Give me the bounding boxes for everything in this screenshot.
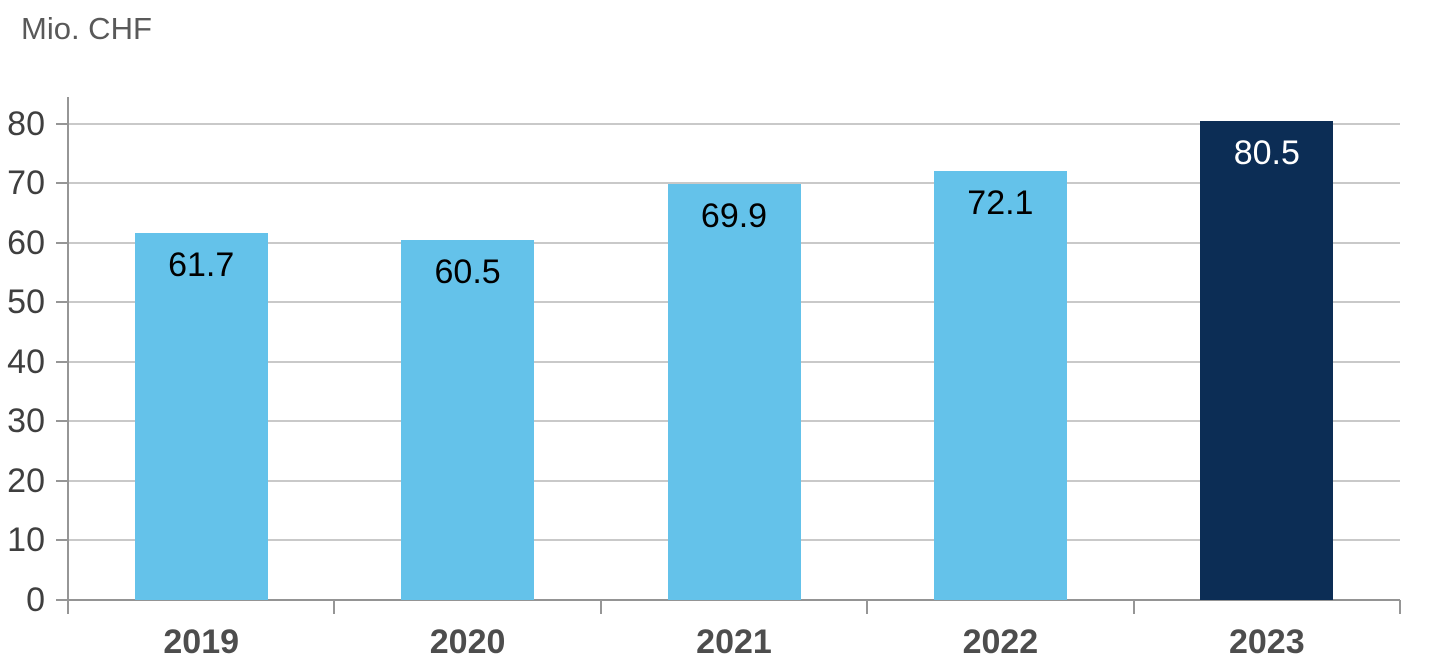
y-axis-tick-label-20: 20	[7, 461, 45, 500]
y-tick-mark-80	[56, 122, 68, 125]
y-tick-mark-60	[56, 241, 68, 244]
bar-2022: 72.1	[933, 170, 1067, 600]
bar-2021: 69.9	[667, 183, 801, 600]
x-axis-label-2019: 2019	[163, 623, 240, 661]
y-axis-line	[67, 97, 69, 614]
bar-value-label-2022: 72.1	[967, 183, 1034, 222]
bar-value-label-2021: 69.9	[700, 196, 768, 235]
y-axis-tick-label-50: 50	[7, 283, 45, 322]
x-tick-mark-0	[67, 600, 69, 614]
bar-2023: 80.5	[1200, 120, 1334, 600]
y-tick-mark-50	[56, 301, 68, 304]
bar-value-label-2019: 61.7	[168, 245, 235, 284]
y-tick-mark-10	[56, 539, 68, 542]
x-axis-label-2020: 2020	[429, 623, 506, 661]
x-axis-label-2022: 2022	[962, 623, 1039, 661]
x-tick-mark-2	[599, 600, 602, 614]
y-tick-mark-70	[56, 182, 68, 185]
gridline-80	[68, 122, 1400, 125]
x-axis-label-2021: 2021	[696, 623, 772, 661]
y-axis-tick-label-0: 0	[26, 581, 45, 619]
gridline-70	[68, 182, 1400, 185]
x-axis-label-2023: 2023	[1228, 623, 1305, 661]
y-tick-mark-40	[56, 360, 68, 363]
bar-2019: 61.7	[134, 232, 268, 600]
chart-title: Mio. CHF	[21, 11, 152, 46]
x-tick-mark-5	[1399, 600, 1401, 614]
y-tick-mark-20	[56, 479, 68, 482]
y-axis-tick-label-30: 30	[7, 402, 45, 441]
y-axis-tick-label-80: 80	[7, 104, 45, 143]
x-tick-mark-4	[1132, 600, 1135, 614]
y-axis-tick-label-70: 70	[7, 164, 45, 203]
y-axis-tick-label-60: 60	[7, 223, 45, 262]
x-tick-mark-3	[866, 600, 869, 614]
y-axis-tick-label-40: 40	[7, 342, 45, 381]
y-tick-mark-0	[56, 599, 68, 601]
bar-2020: 60.5	[401, 239, 535, 600]
x-axis-line	[68, 599, 1400, 601]
y-tick-mark-30	[56, 420, 68, 423]
y-axis-tick-label-10: 10	[7, 521, 45, 560]
x-tick-mark-1	[333, 600, 336, 614]
bar-value-label-2023: 80.5	[1233, 133, 1300, 172]
bar-value-label-2020: 60.5	[434, 252, 501, 291]
